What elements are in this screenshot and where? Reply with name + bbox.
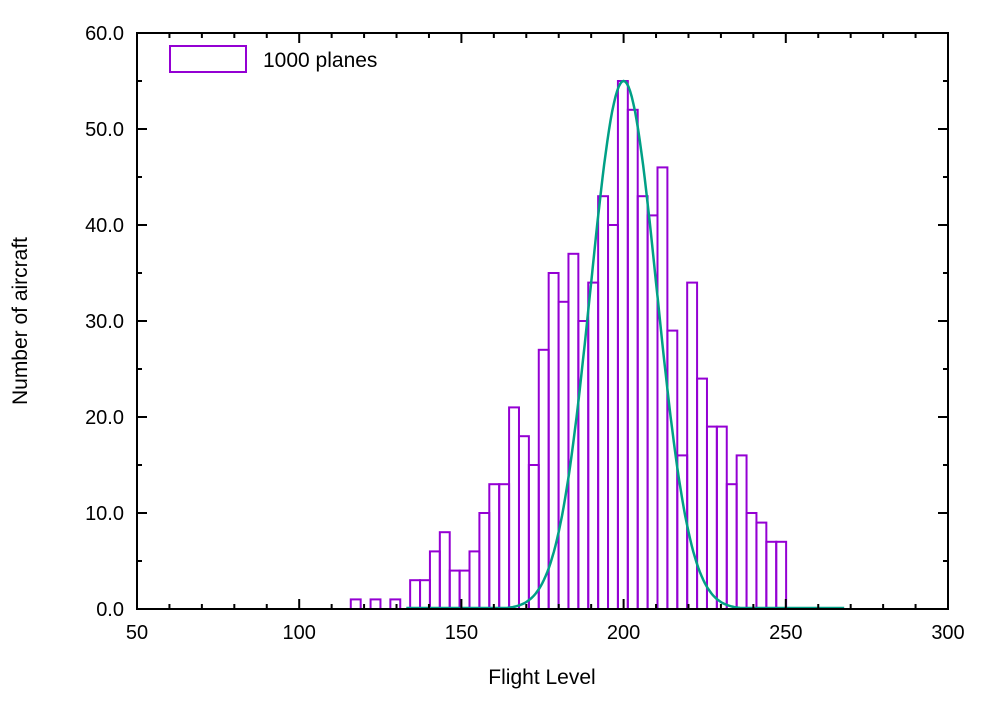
x-tick-label: 150 [445, 622, 478, 644]
histogram-bar [735, 454, 748, 610]
histogram-bar [448, 569, 461, 610]
axis-ticks [136, 32, 949, 610]
histogram-bar [626, 108, 639, 611]
y-tick-label: 30.0 [85, 311, 124, 333]
histogram-bar [616, 80, 629, 610]
y-tick-label: 0.0 [96, 599, 124, 621]
histogram-bars [349, 80, 788, 611]
histogram-bar [508, 406, 520, 610]
histogram-bar [478, 512, 491, 610]
histogram-bar [438, 531, 451, 611]
x-tick-label: 200 [607, 622, 640, 644]
y-tick-label: 40.0 [85, 215, 124, 237]
y-tick-label: 10.0 [85, 503, 124, 525]
x-tick-label: 50 [126, 622, 148, 644]
y-tick-label: 60.0 [85, 23, 124, 45]
histogram-bar [349, 598, 362, 611]
histogram-bar [547, 272, 560, 610]
histogram-bar [409, 579, 422, 611]
histogram-bar [517, 435, 530, 611]
x-axis-label: Flight Level [488, 666, 595, 689]
legend-swatch [169, 45, 247, 73]
gaussian-curve [406, 79, 845, 610]
histogram-bar [775, 540, 788, 610]
gaussian-curve-line [406, 79, 845, 610]
histogram-bar [705, 425, 718, 610]
histogram-bar [567, 252, 580, 611]
histogram-bar [666, 329, 679, 610]
histogram-bar [527, 464, 540, 610]
y-axis-label: Number of aircraft [9, 237, 32, 405]
histogram-bar [745, 512, 758, 610]
histogram-bar [755, 521, 768, 610]
histogram-bar [428, 550, 441, 611]
histogram-bar [597, 195, 610, 610]
x-tick-label: 250 [769, 622, 802, 644]
histogram-bar [765, 540, 778, 610]
histogram-bar [557, 300, 570, 610]
y-tick-label: 50.0 [85, 119, 124, 141]
x-tick-label: 300 [931, 622, 964, 644]
y-tick-label: 20.0 [85, 407, 124, 429]
histogram-bar [587, 281, 600, 610]
histogram-bar [636, 195, 649, 610]
histogram-bar [369, 598, 382, 611]
histogram-bar [656, 166, 669, 610]
x-tick-label: 100 [283, 622, 316, 644]
histogram-bar [389, 598, 402, 611]
histogram-bar [468, 550, 481, 611]
histogram-bar [715, 425, 728, 610]
legend-label: 1000 planes [263, 49, 377, 72]
histogram-bar [725, 483, 738, 611]
plot-frame [136, 32, 949, 610]
histogram-bar [607, 224, 619, 610]
tick-labels: 50 100 150 200 250 300 0.0 10.0 20.0 30.0 40.0 50.0… [85, 23, 965, 644]
legend: 1000 planes [169, 45, 377, 73]
histogram-bar [498, 483, 511, 611]
histogram-bar [488, 483, 501, 611]
